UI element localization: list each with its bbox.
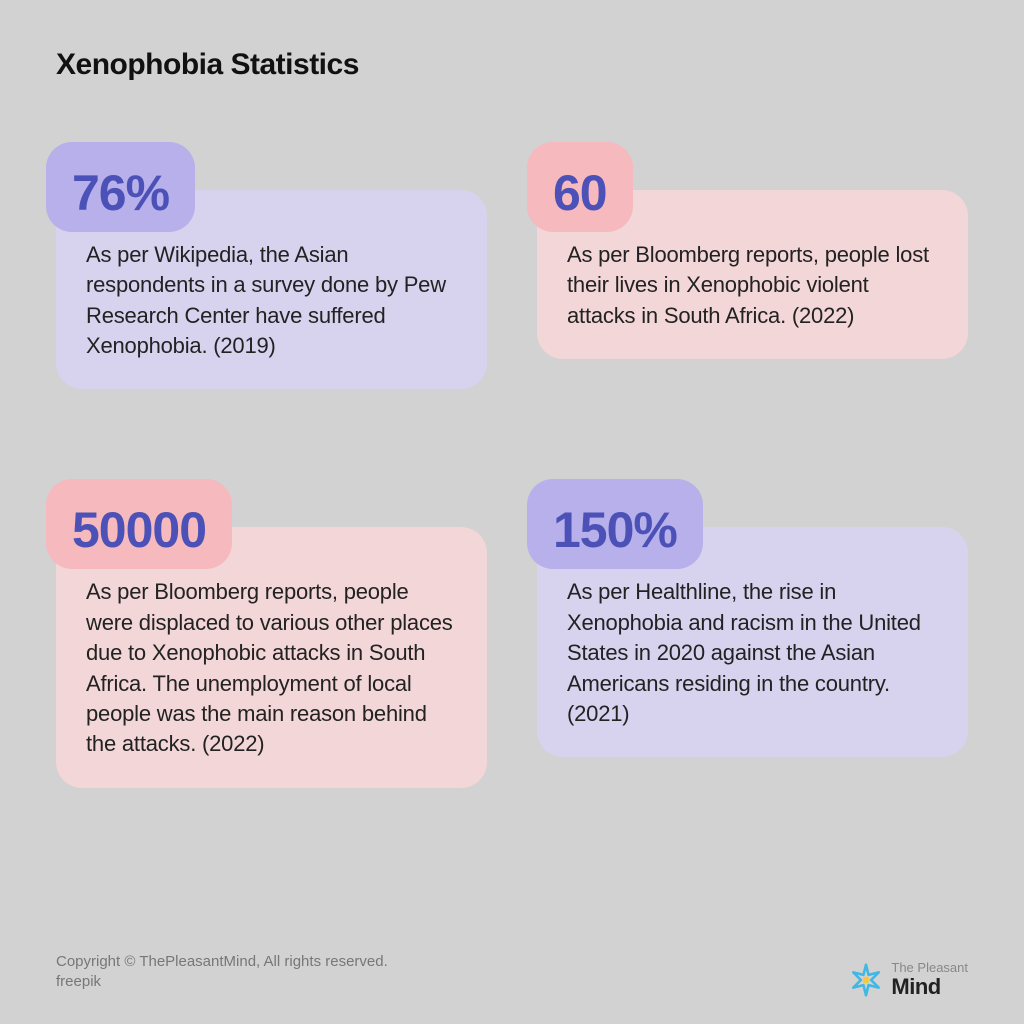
stat-text: As per Bloomberg reports, people lost th… [567, 240, 938, 331]
logo-top-text: The Pleasant [891, 961, 968, 974]
stat-value: 150% [553, 502, 677, 558]
copyright-text: Copyright © ThePleasantMind, All rights … [56, 952, 388, 972]
logo-star-icon [849, 963, 883, 997]
footer: Copyright © ThePleasantMind, All rights … [56, 952, 388, 993]
page-title: Xenophobia Statistics [56, 48, 968, 82]
attribution-text: freepik [56, 972, 388, 992]
stat-text: As per Healthline, the rise in Xenophobi… [567, 577, 938, 729]
stat-value: 50000 [72, 502, 206, 558]
stat-badge: 150% [527, 479, 703, 569]
star-icon [854, 964, 880, 995]
stat-card: 60 As per Bloomberg reports, people lost… [537, 142, 968, 389]
stat-card: 150% As per Healthline, the rise in Xeno… [537, 479, 968, 787]
stat-badge: 76% [46, 142, 195, 232]
stat-badge: 50000 [46, 479, 232, 569]
stat-value: 60 [553, 165, 607, 221]
stat-text: As per Bloomberg reports, people were di… [86, 577, 457, 759]
stat-card: 50000 As per Bloomberg reports, people w… [56, 479, 487, 787]
logo-text: The Pleasant Mind [891, 961, 968, 998]
stat-badge: 60 [527, 142, 633, 232]
infographic-page: Xenophobia Statistics 76% As per Wikiped… [0, 0, 1024, 1024]
stat-value: 76% [72, 165, 169, 221]
logo-bottom-text: Mind [891, 976, 968, 998]
stats-grid: 76% As per Wikipedia, the Asian responde… [56, 142, 968, 788]
brand-logo: The Pleasant Mind [849, 961, 968, 998]
stat-text: As per Wikipedia, the Asian respondents … [86, 240, 457, 361]
stat-card: 76% As per Wikipedia, the Asian responde… [56, 142, 487, 389]
